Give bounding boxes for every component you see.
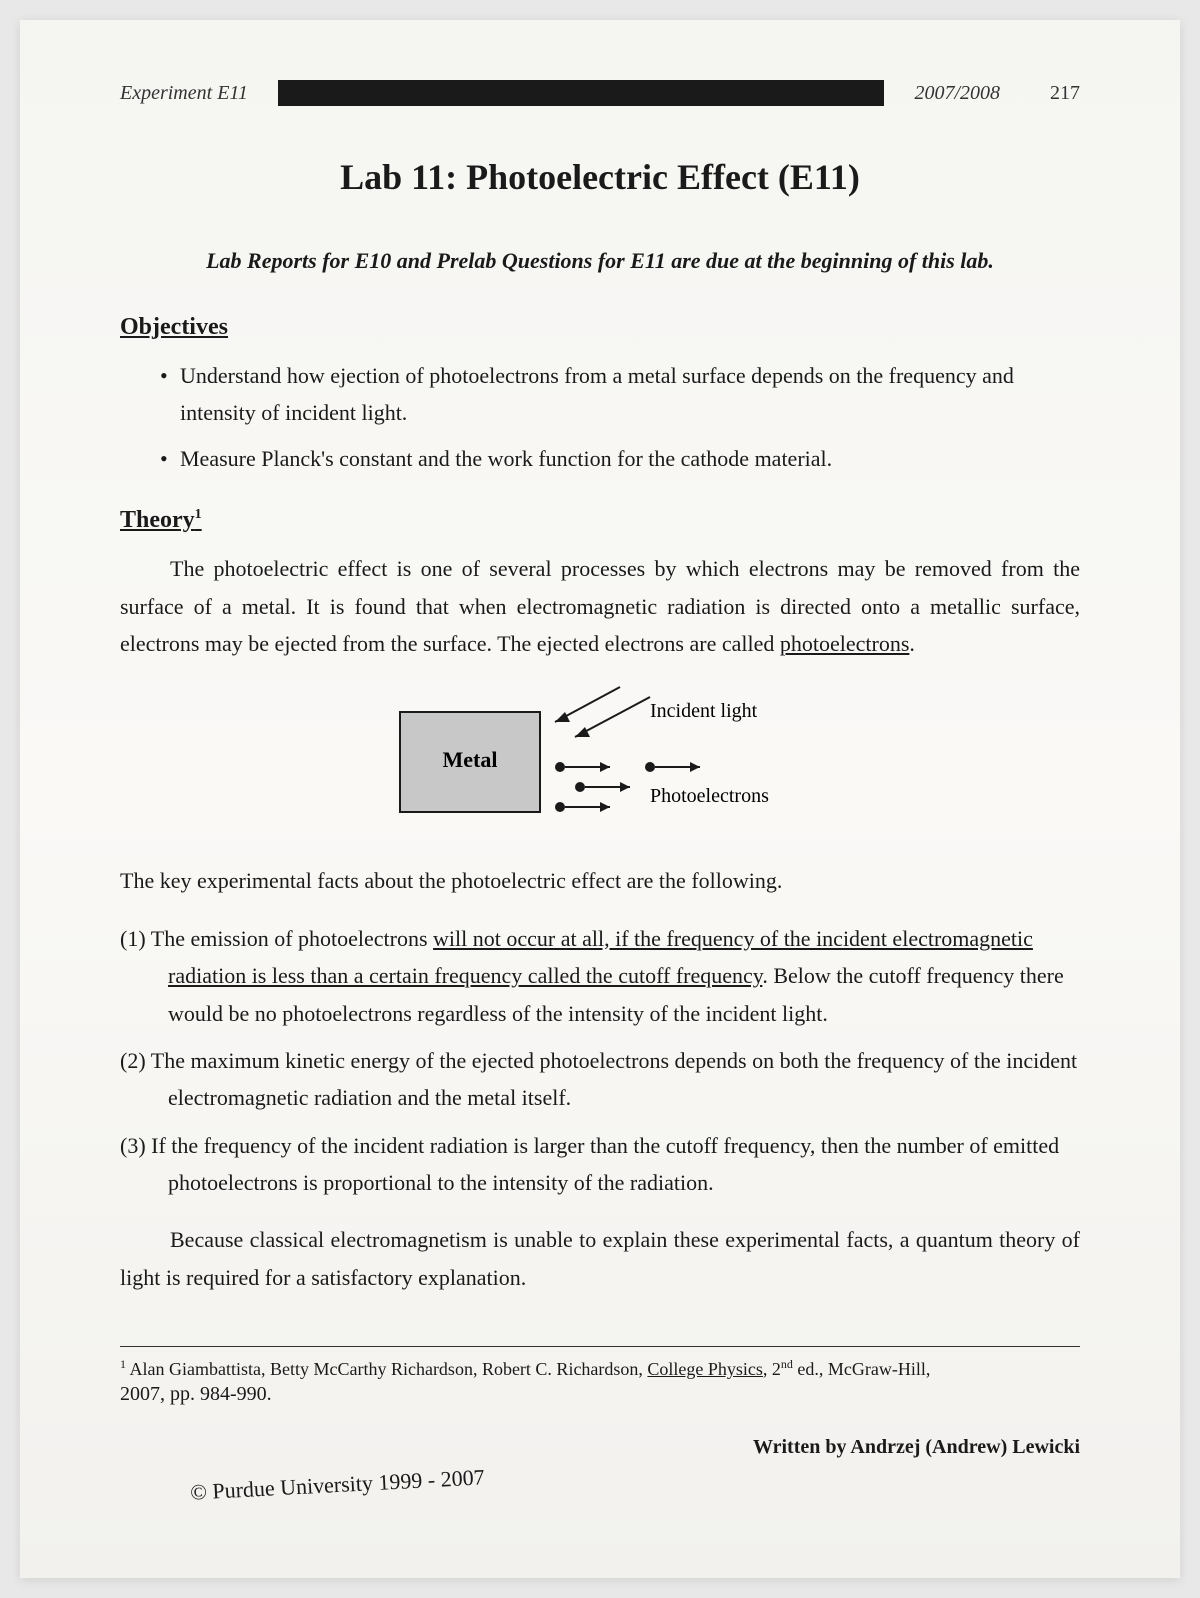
fact-item: (1) The emission of photoelectrons will … (120, 920, 1080, 1032)
diagram-svg: Metal Incident light Photoelectrons (350, 682, 850, 832)
page: Experiment E11 2007/2008 217 Lab 11: Pho… (20, 20, 1180, 1578)
electron-arrowhead (600, 762, 610, 772)
footnote-title: College Physics (647, 1359, 763, 1379)
objectives-heading: Objectives (120, 314, 1080, 341)
electron-arrowhead (690, 762, 700, 772)
theory-intro-pre: The photoelectric effect is one of sever… (120, 556, 1080, 656)
fact-num: (3) (120, 1133, 146, 1158)
copyright: © Purdue University 1999 - 2007 (190, 1464, 486, 1505)
photoelectric-diagram: Metal Incident light Photoelectrons (120, 682, 1080, 832)
footnote-pages: 2007, pp. 984-990. (120, 1383, 1080, 1406)
footnote-pre: Alan Giambattista, Betty McCarthy Richar… (126, 1359, 647, 1379)
photoelectrons-label: Photoelectrons (650, 785, 769, 807)
facts-list: (1) The emission of photoelectrons will … (120, 920, 1080, 1202)
incident-arrowhead (555, 712, 570, 722)
objective-item: Measure Planck's constant and the work f… (160, 440, 1080, 477)
theory-intro-underlined: photoelectrons (780, 631, 910, 656)
fact-num: (1) (120, 926, 146, 951)
objectives-list: Understand how ejection of photoelectron… (160, 357, 1080, 477)
fact-item: (2) The maximum kinetic energy of the ej… (120, 1042, 1080, 1117)
footnote: 1 Alan Giambattista, Betty McCarthy Rich… (120, 1355, 1080, 1383)
page-number: 217 (1050, 82, 1080, 105)
footnote-post2: ed., McGraw-Hill, (793, 1359, 930, 1379)
facts-intro: The key experimental facts about the pho… (120, 862, 1080, 899)
metal-label: Metal (443, 747, 498, 772)
theory-heading-text: Theory (120, 507, 195, 533)
electron-dot (575, 782, 585, 792)
written-by: Written by Andrzej (Andrew) Lewicki (120, 1436, 1080, 1459)
subtitle: Lab Reports for E10 and Prelab Questions… (120, 248, 1080, 274)
electron-arrowhead (620, 782, 630, 792)
electron-dot (555, 802, 565, 812)
header-row: Experiment E11 2007/2008 217 (120, 80, 1080, 106)
incident-light-label: Incident light (650, 700, 758, 722)
year-label: 2007/2008 (914, 82, 1000, 105)
theory-conclusion: Because classical electromagnetism is un… (120, 1221, 1080, 1296)
objective-item: Understand how ejection of photoelectron… (160, 357, 1080, 432)
page-title: Lab 11: Photoelectric Effect (E11) (120, 156, 1080, 198)
electron-arrowhead (600, 802, 610, 812)
theory-intro: The photoelectric effect is one of sever… (120, 550, 1080, 662)
footnote-rule (120, 1346, 1080, 1347)
fact-pre: If the frequency of the incident radiati… (151, 1133, 1059, 1195)
electron-dot (645, 762, 655, 772)
footnote-post: , 2 (763, 1359, 781, 1379)
theory-heading: Theory1 (120, 507, 1080, 534)
electron-dot (555, 762, 565, 772)
theory-footnote-ref: 1 (195, 507, 202, 522)
fact-item: (3) If the frequency of the incident rad… (120, 1127, 1080, 1202)
fact-num: (2) (120, 1048, 146, 1073)
incident-arrowhead (575, 727, 590, 737)
footnote-ed: nd (781, 1357, 793, 1371)
header-bar (278, 80, 885, 106)
experiment-label: Experiment E11 (120, 82, 248, 105)
fact-pre: The maximum kinetic energy of the ejecte… (151, 1048, 1077, 1110)
theory-intro-post: . (909, 631, 915, 656)
fact-pre: The emission of photoelectrons (151, 926, 433, 951)
